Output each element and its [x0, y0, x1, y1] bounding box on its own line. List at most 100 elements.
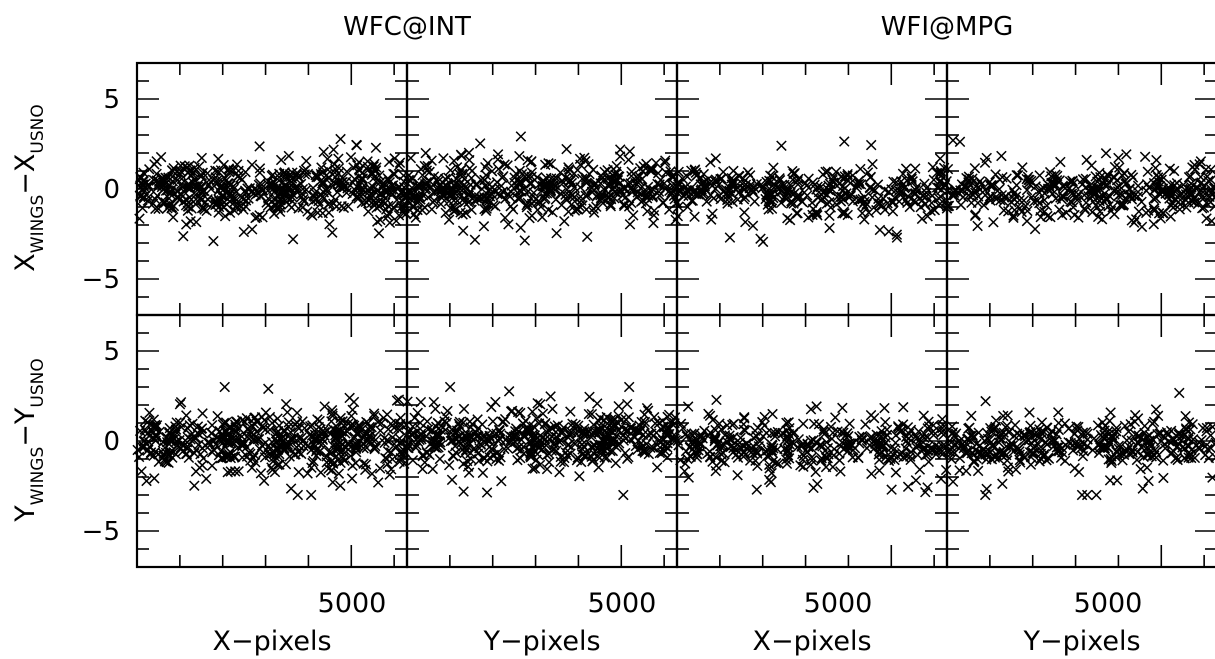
xtick-label-col4: 5000	[1074, 588, 1143, 619]
data-point	[478, 221, 490, 232]
data-point	[732, 452, 744, 463]
data-point	[687, 444, 698, 455]
data-point	[280, 437, 292, 449]
data-point	[657, 197, 669, 208]
data-point	[1148, 203, 1160, 214]
data-point	[868, 412, 880, 424]
data-point	[287, 233, 299, 245]
data-point	[781, 417, 792, 429]
data-point	[918, 190, 929, 202]
data-point	[690, 188, 702, 200]
data-point	[136, 441, 147, 452]
data-point	[515, 407, 526, 419]
data-point	[993, 453, 1004, 464]
data-point	[339, 455, 350, 467]
data-point	[717, 186, 729, 198]
data-point	[735, 441, 746, 453]
data-point	[620, 447, 631, 459]
data-point	[648, 217, 659, 229]
data-point	[417, 449, 429, 460]
data-point	[663, 409, 675, 421]
data-point	[324, 218, 335, 230]
data-point	[372, 416, 384, 428]
data-point	[486, 443, 498, 454]
data-point	[581, 231, 593, 243]
data-point	[257, 422, 269, 434]
data-point	[374, 201, 385, 212]
data-point	[1174, 199, 1186, 210]
data-point	[1092, 185, 1104, 197]
data-point	[773, 458, 785, 469]
data-point	[282, 407, 293, 418]
data-point	[636, 441, 647, 453]
data-point	[1079, 203, 1090, 214]
data-point	[540, 433, 551, 445]
data-point	[529, 463, 541, 474]
data-point	[1008, 210, 1019, 221]
data-point	[447, 435, 458, 446]
data-point	[954, 465, 965, 476]
data-point	[816, 452, 827, 464]
data-point	[766, 197, 777, 209]
data-point	[862, 167, 874, 178]
data-point	[610, 457, 622, 469]
data-point	[865, 139, 877, 151]
data-point	[246, 462, 258, 474]
data-point	[891, 229, 903, 240]
data-point	[362, 164, 374, 176]
data-point	[981, 483, 992, 495]
data-point	[464, 154, 475, 166]
data-point	[1051, 445, 1063, 457]
data-point	[747, 184, 758, 196]
data-point	[233, 466, 244, 477]
data-point	[903, 428, 915, 440]
data-point	[642, 429, 654, 440]
data-point	[298, 196, 310, 207]
data-point	[451, 162, 463, 173]
data-point	[327, 423, 339, 435]
data-point	[541, 172, 552, 184]
data-point	[185, 182, 196, 194]
data-point	[649, 418, 661, 429]
data-point	[906, 173, 917, 185]
data-point	[503, 386, 515, 397]
data-point	[1189, 159, 1200, 171]
data-point	[387, 188, 398, 200]
data-point	[724, 232, 736, 243]
data-point	[272, 459, 283, 471]
data-point	[409, 412, 420, 424]
data-point	[1080, 197, 1092, 209]
data-point	[659, 178, 670, 189]
data-point	[491, 177, 503, 188]
data-point	[648, 209, 660, 221]
data-point	[270, 433, 281, 445]
data-point	[318, 146, 329, 158]
data-point	[421, 431, 432, 442]
data-point	[886, 484, 897, 495]
data-point	[1127, 447, 1138, 458]
data-point	[180, 219, 192, 230]
data-point	[181, 161, 193, 173]
data-point	[781, 458, 793, 470]
data-point	[1143, 205, 1154, 216]
data-point	[821, 198, 833, 210]
data-point	[607, 174, 619, 185]
data-point	[937, 422, 948, 434]
data-point	[922, 441, 934, 452]
data-point	[1011, 169, 1022, 181]
data-point	[1181, 202, 1192, 213]
data-point	[151, 156, 162, 167]
data-point	[255, 190, 266, 202]
data-point	[1101, 192, 1112, 204]
data-point	[752, 422, 764, 434]
data-point	[710, 153, 722, 164]
data-point	[347, 419, 359, 430]
data-point	[856, 207, 868, 219]
data-point	[446, 474, 458, 486]
data-point	[1011, 428, 1023, 439]
data-point	[414, 182, 425, 194]
data-point	[469, 234, 481, 246]
data-point	[284, 193, 296, 205]
data-point	[787, 174, 799, 185]
data-point	[241, 412, 253, 424]
